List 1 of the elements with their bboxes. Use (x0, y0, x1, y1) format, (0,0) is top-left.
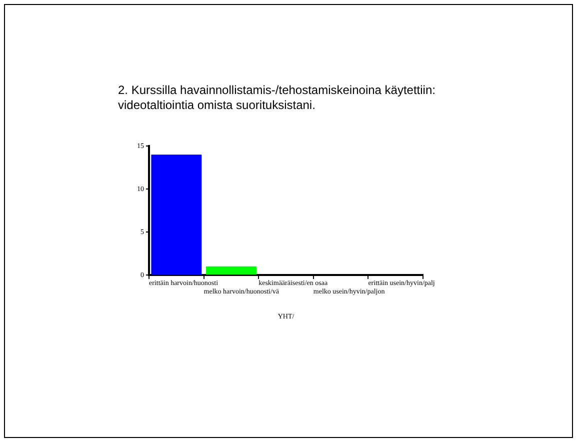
chart-title: 2. Kurssilla havainnollistamis-/tehostamiskeinoina käytettiin: videotaltiointia omista suorituksistani. (118, 83, 436, 113)
